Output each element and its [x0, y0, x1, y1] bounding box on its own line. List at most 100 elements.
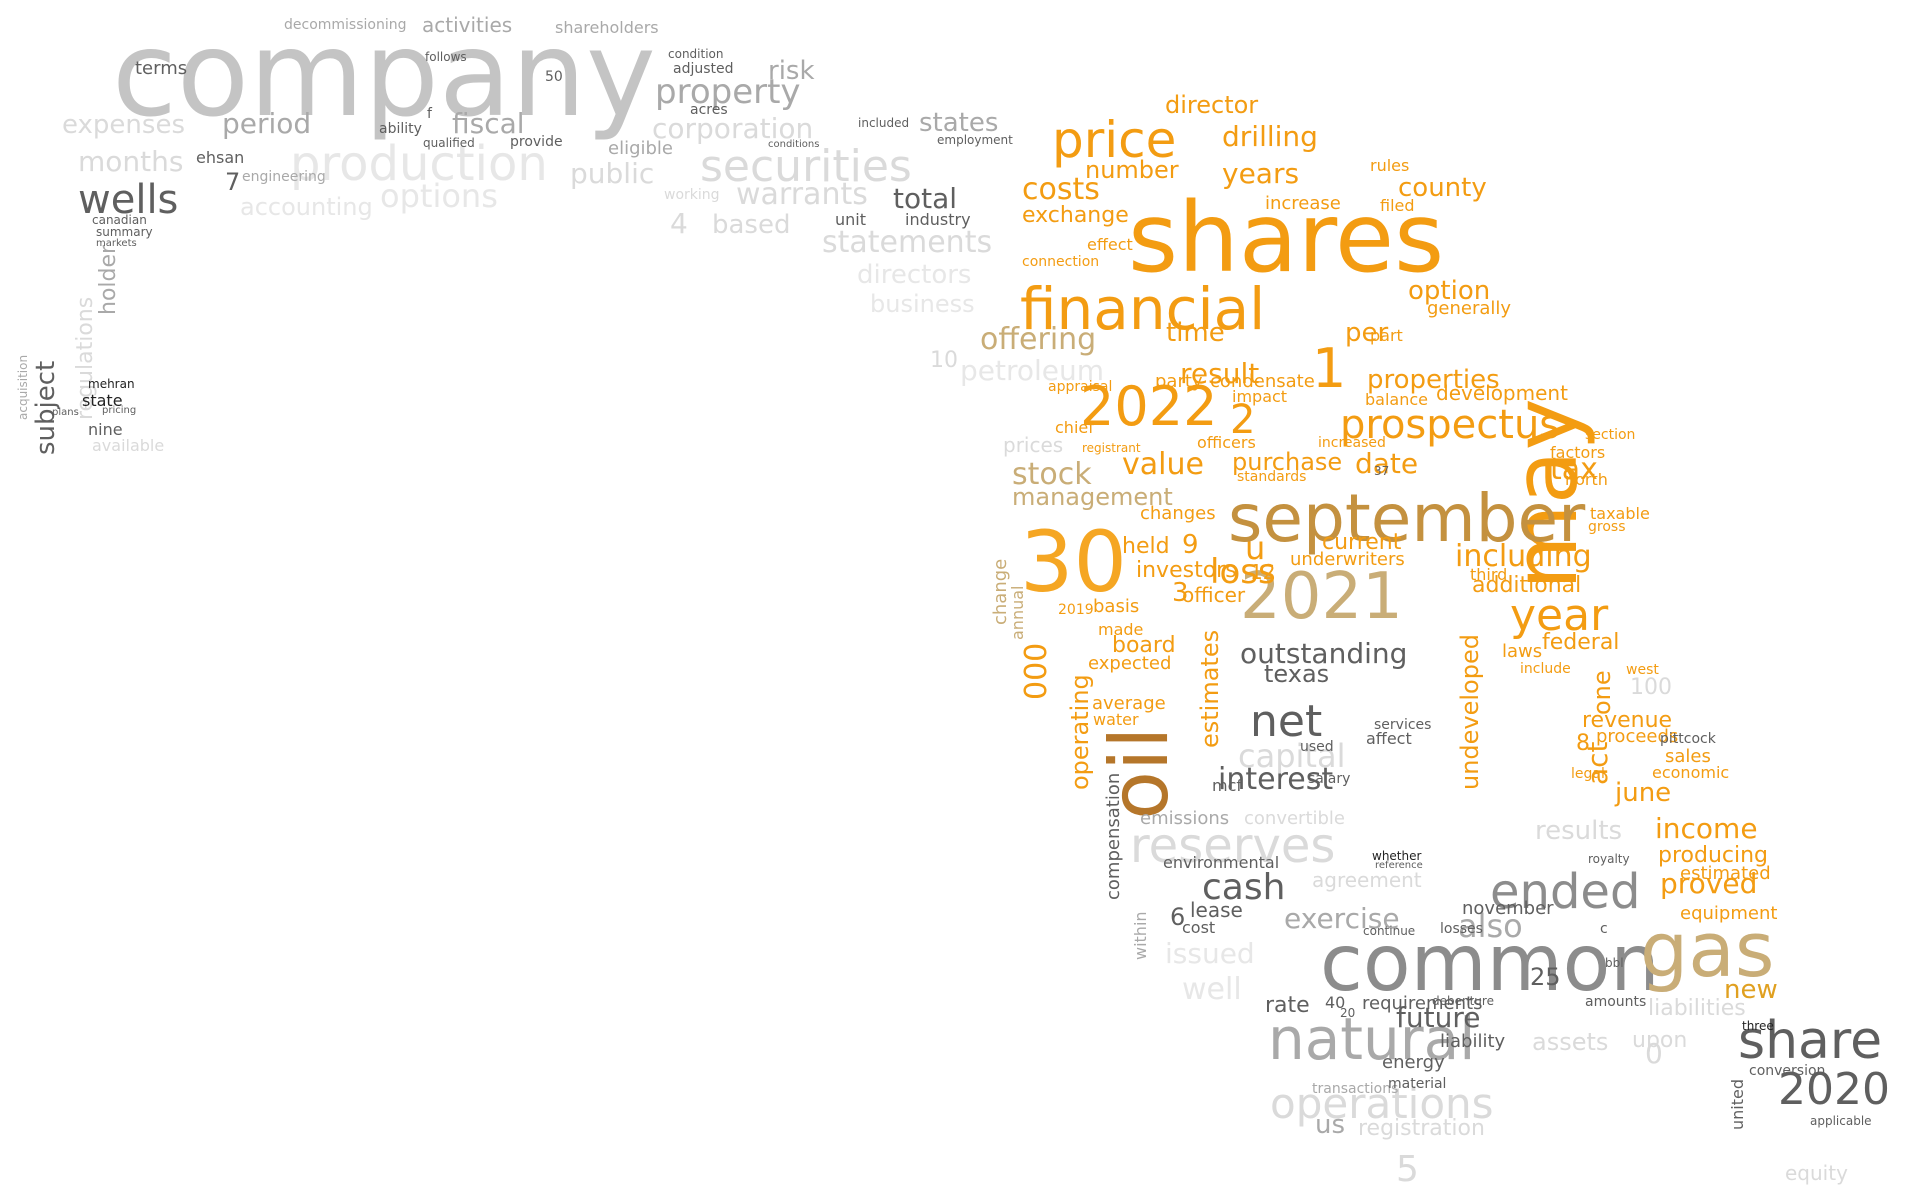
word-environmental: environmental — [1163, 853, 1280, 872]
word-tax: tax — [1550, 452, 1598, 487]
word-loss: loss — [1210, 552, 1276, 592]
word-ehsan: ehsan — [196, 148, 245, 167]
word-three: three — [1742, 1019, 1774, 1033]
word-chief: chief — [1055, 418, 1094, 437]
word-exchange: exchange — [1022, 203, 1129, 228]
word-exercise: exercise — [1284, 902, 1400, 935]
word-n7: 7 — [225, 168, 241, 196]
word-reserves: reserves — [1130, 818, 1336, 874]
word-basis: basis — [1093, 596, 1140, 617]
word-debenture: debenture — [1432, 994, 1494, 1008]
word-n30: 30 — [1020, 513, 1127, 611]
word-one: one — [1588, 670, 1616, 715]
word-employment: employment — [937, 133, 1013, 147]
word-pittcock: pittcock — [1660, 731, 1716, 747]
word-year: year — [1510, 590, 1609, 641]
word-financial: financial — [1020, 275, 1266, 343]
word-states: states — [919, 108, 999, 138]
word-registrant: registrant — [1082, 441, 1141, 455]
word-n20: 20 — [1340, 1006, 1356, 1020]
word-securities: securities — [700, 141, 912, 192]
word-emissions: emissions — [1140, 808, 1230, 829]
word-n50: 50 — [545, 69, 563, 85]
word-stock: stock — [1012, 457, 1092, 492]
word-summary: summary — [96, 225, 153, 239]
word-eligible: eligible — [608, 138, 674, 159]
word-applicable: applicable — [1810, 1114, 1872, 1128]
word-november: november — [1462, 898, 1554, 919]
word-party: party — [1155, 371, 1203, 392]
word-new: new — [1724, 975, 1778, 1005]
word-cost: cost — [1182, 918, 1216, 937]
word-development: development — [1436, 381, 1568, 405]
word-conversion: conversion — [1749, 1063, 1826, 1079]
word-registration: registration — [1358, 1116, 1485, 1141]
word-unit: unit — [835, 210, 866, 229]
word-c: c — [1600, 921, 1608, 937]
word-acquisition: acquisition — [16, 354, 30, 420]
word-warrants: warrants — [736, 177, 868, 212]
word-n9: 9 — [1182, 530, 1199, 560]
word-services: services — [1374, 717, 1432, 733]
word-nine: nine — [88, 420, 123, 439]
word-shares: shares — [1128, 182, 1445, 294]
word-costs: costs — [1022, 172, 1100, 207]
word-factors: factors — [1550, 443, 1606, 462]
word-n2019: 2019 — [1058, 602, 1094, 618]
word-changes: changes — [1140, 503, 1216, 524]
word-material: material — [1388, 1076, 1447, 1092]
word-capital: capital — [1238, 737, 1346, 775]
word-price: price — [1052, 111, 1177, 169]
word-amounts: amounts — [1585, 994, 1647, 1010]
word-transactions: transactions — [1312, 1081, 1399, 1097]
word-acres: acres — [690, 102, 728, 118]
word-economic: economic — [1652, 763, 1730, 782]
word-well: well — [1182, 972, 1242, 1007]
word-sales: sales — [1665, 746, 1711, 767]
word-generally: generally — [1427, 298, 1512, 319]
word-west: west — [1626, 662, 1659, 678]
word-industry: industry — [905, 210, 971, 229]
word-based: based — [712, 210, 791, 240]
word-public: public — [570, 157, 655, 190]
word-equipment: equipment — [1680, 903, 1778, 924]
word-revenue: revenue — [1582, 708, 1673, 733]
word-rate: rate — [1265, 993, 1310, 1018]
word-average: average — [1092, 693, 1166, 714]
word-texas: texas — [1264, 660, 1330, 688]
word-taxable: taxable — [1590, 504, 1650, 523]
word-laws: laws — [1502, 641, 1543, 662]
word-n37: 37 — [1374, 464, 1390, 478]
word-increase: increase — [1265, 193, 1341, 214]
word-legal: legal — [1571, 766, 1605, 782]
word-section: section — [1585, 427, 1636, 443]
word-n2: 2 — [1230, 397, 1256, 443]
word-u: u — [1245, 529, 1266, 567]
word-result: result — [1180, 357, 1260, 390]
word-provide: provide — [510, 134, 563, 150]
word-united: united — [1728, 1079, 1747, 1130]
word-ended: ended — [1490, 864, 1641, 920]
word-third: third — [1470, 565, 1508, 584]
word-proceeds: proceeds — [1596, 726, 1679, 747]
word-connection: connection — [1022, 254, 1100, 270]
word-engineering: engineering — [242, 169, 326, 185]
word-management: management — [1012, 483, 1173, 511]
word-n3: 3 — [1172, 578, 1189, 608]
word-bbl: bbl — [1605, 956, 1624, 970]
word-royalty: royalty — [1588, 852, 1630, 866]
word-used: used — [1300, 739, 1334, 755]
word-n0: 0 — [1645, 1037, 1663, 1070]
word-share: share — [1738, 1011, 1883, 1071]
word-n2022: 2022 — [1080, 375, 1218, 438]
word-option: option — [1408, 276, 1491, 306]
word-n8: 8 — [1576, 731, 1590, 756]
word-cash: cash — [1202, 867, 1286, 908]
word-water: water — [1093, 710, 1139, 729]
word-mehran: mehran — [88, 377, 135, 391]
word-outstanding: outstanding — [1240, 637, 1408, 670]
word-value: value — [1122, 447, 1204, 482]
word-gross: gross — [1588, 519, 1626, 535]
word-investors: investors — [1136, 558, 1237, 583]
word-years: years — [1222, 157, 1300, 190]
